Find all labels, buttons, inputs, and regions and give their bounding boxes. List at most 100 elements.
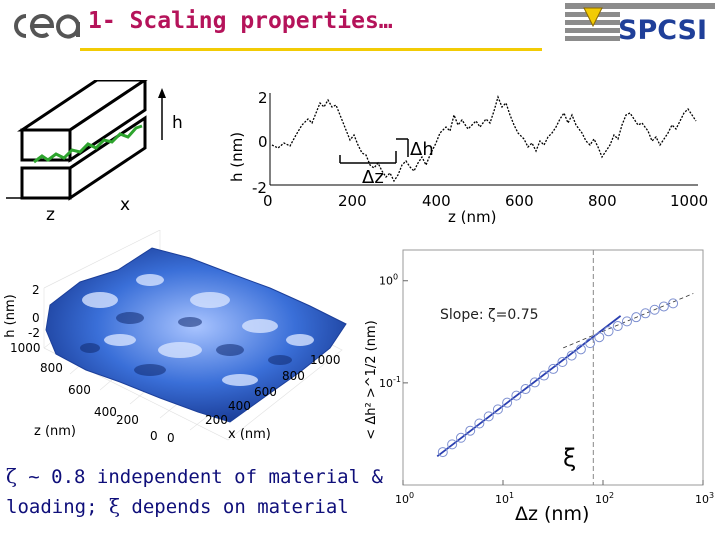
surface-xtick: 400 <box>228 399 251 413</box>
surface-zlabel: h (nm) <box>3 294 18 337</box>
data-point <box>631 312 642 323</box>
x-tick-label: 101 <box>495 491 514 506</box>
surface-ztick: 0 <box>32 311 40 325</box>
xi-label: ξ <box>563 444 576 472</box>
profile-xtick: 200 <box>338 192 367 210</box>
profile-xtick: 600 <box>505 192 534 210</box>
y-tick-label: 10-1 <box>379 375 401 390</box>
data-point <box>585 338 596 349</box>
caption-zeta: ζ <box>6 464 17 488</box>
chart-frame <box>402 249 704 486</box>
spcsi-logo-text: SPCSI <box>618 15 707 46</box>
caption-line-2b: depends on material <box>119 496 349 518</box>
schematic-label-x: x <box>120 195 130 215</box>
data-points <box>437 298 679 458</box>
data-point <box>538 370 549 381</box>
data-point <box>520 384 531 395</box>
slide-title: 1- Scaling properties… <box>88 8 393 34</box>
data-point <box>621 316 632 327</box>
data-point <box>474 418 485 429</box>
surface-shadows <box>80 312 292 376</box>
caption-line-2a: loading; <box>6 496 109 518</box>
profile-ytick-0: 0 <box>258 133 268 151</box>
data-point <box>658 301 669 312</box>
data-point <box>465 425 476 436</box>
schematic-label-h: h <box>172 113 183 133</box>
surface-highlights <box>82 274 314 386</box>
x-axis-arrow <box>69 179 97 199</box>
chart-xlabel: Δz (nm) <box>515 503 589 525</box>
schematic-label-z: z <box>46 205 55 225</box>
data-point <box>603 326 614 337</box>
profile-ytick-neg2: -2 <box>252 179 267 197</box>
surface-xlabel: x (nm) <box>228 427 271 442</box>
surface-xtick: 1000 <box>310 353 341 367</box>
data-point <box>575 344 586 355</box>
surface-ytick: 400 <box>94 405 117 419</box>
x-tick-label: 102 <box>595 491 614 506</box>
slope-annotation: Slope: ζ=0.75 <box>440 307 539 323</box>
surface-xtick: 0 <box>167 431 175 445</box>
data-point <box>649 304 660 315</box>
surface-ylabel: z (nm) <box>34 424 76 439</box>
data-point <box>502 397 513 408</box>
surface-ytick: 600 <box>68 383 91 397</box>
data-point <box>668 298 679 309</box>
cea-logo <box>14 14 80 39</box>
data-point <box>437 447 448 458</box>
surface-ytick: 200 <box>116 413 139 427</box>
surface-ztick: -2 <box>28 326 40 340</box>
crack-front <box>33 124 143 164</box>
surface-ytick: 800 <box>40 361 63 375</box>
x-tick-label: 103 <box>695 491 714 506</box>
plateau-guide-line <box>563 293 694 349</box>
surface-plot: h (nm) 2 0 -2 1000 800 600 400 200 0 z (… <box>3 230 347 445</box>
specimen-top-face <box>17 80 148 132</box>
caption-line-1-text: ~ 0.8 independent of material & <box>16 466 383 488</box>
caption-line-2: loading; ξ depends on material <box>6 492 383 522</box>
data-point <box>492 404 503 415</box>
profile-xaxis-labels: 0 200 400 600 800 1000 z (nm) <box>263 192 708 226</box>
profile-xlabel: z (nm) <box>448 208 496 226</box>
profile-xtick: 1000 <box>670 192 708 210</box>
data-point <box>612 321 623 332</box>
chart-ticks: 100 101 102 103 100 10-1 <box>379 273 714 506</box>
data-point <box>566 350 577 361</box>
caption-line-1: ζ ~ 0.8 independent of material & <box>6 462 383 492</box>
fracture-schematic: h z x <box>6 80 183 225</box>
specimen-front-top <box>20 128 72 162</box>
chart-ylabel: < Δh² >^1/2 (nm) <box>364 320 379 439</box>
x-tick-label: 100 <box>395 491 414 506</box>
profile-plot: h (nm) 2 0 -2 Δz Δh <box>228 89 698 197</box>
delta-annotations: Δz Δh <box>339 138 434 188</box>
data-point <box>447 439 458 450</box>
profile-ylabel: h (nm) <box>228 132 246 182</box>
header-logos: SPCSI <box>14 3 715 46</box>
surface-ytick: 0 <box>150 429 158 443</box>
surface-mesh <box>45 247 347 423</box>
data-point <box>594 332 605 343</box>
data-point <box>511 390 522 401</box>
title-underline <box>80 48 542 51</box>
annot-dz: Δz <box>362 167 384 188</box>
profile-trace <box>271 94 697 183</box>
data-point <box>548 363 559 374</box>
surface-xtick: 600 <box>254 385 277 399</box>
surface-ytick: 1000 <box>10 341 41 355</box>
y-tick-label: 100 <box>379 273 398 288</box>
caption-xi: ξ <box>108 494 120 518</box>
data-point <box>640 308 651 319</box>
profile-ytick-2: 2 <box>258 89 268 107</box>
profile-xtick: 400 <box>422 192 451 210</box>
specimen-front-bottom <box>20 166 72 200</box>
profile-xtick: 800 <box>588 192 617 210</box>
data-point <box>483 411 494 422</box>
annot-dh: Δh <box>410 139 434 160</box>
surface-xtick: 800 <box>282 369 305 383</box>
profile-xtick: 0 <box>263 192 273 210</box>
spcsi-logo: SPCSI <box>565 3 715 46</box>
data-point <box>529 377 540 388</box>
data-point <box>455 432 466 443</box>
data-point <box>557 357 568 368</box>
slide-caption: ζ ~ 0.8 independent of material & loadin… <box>6 462 383 522</box>
